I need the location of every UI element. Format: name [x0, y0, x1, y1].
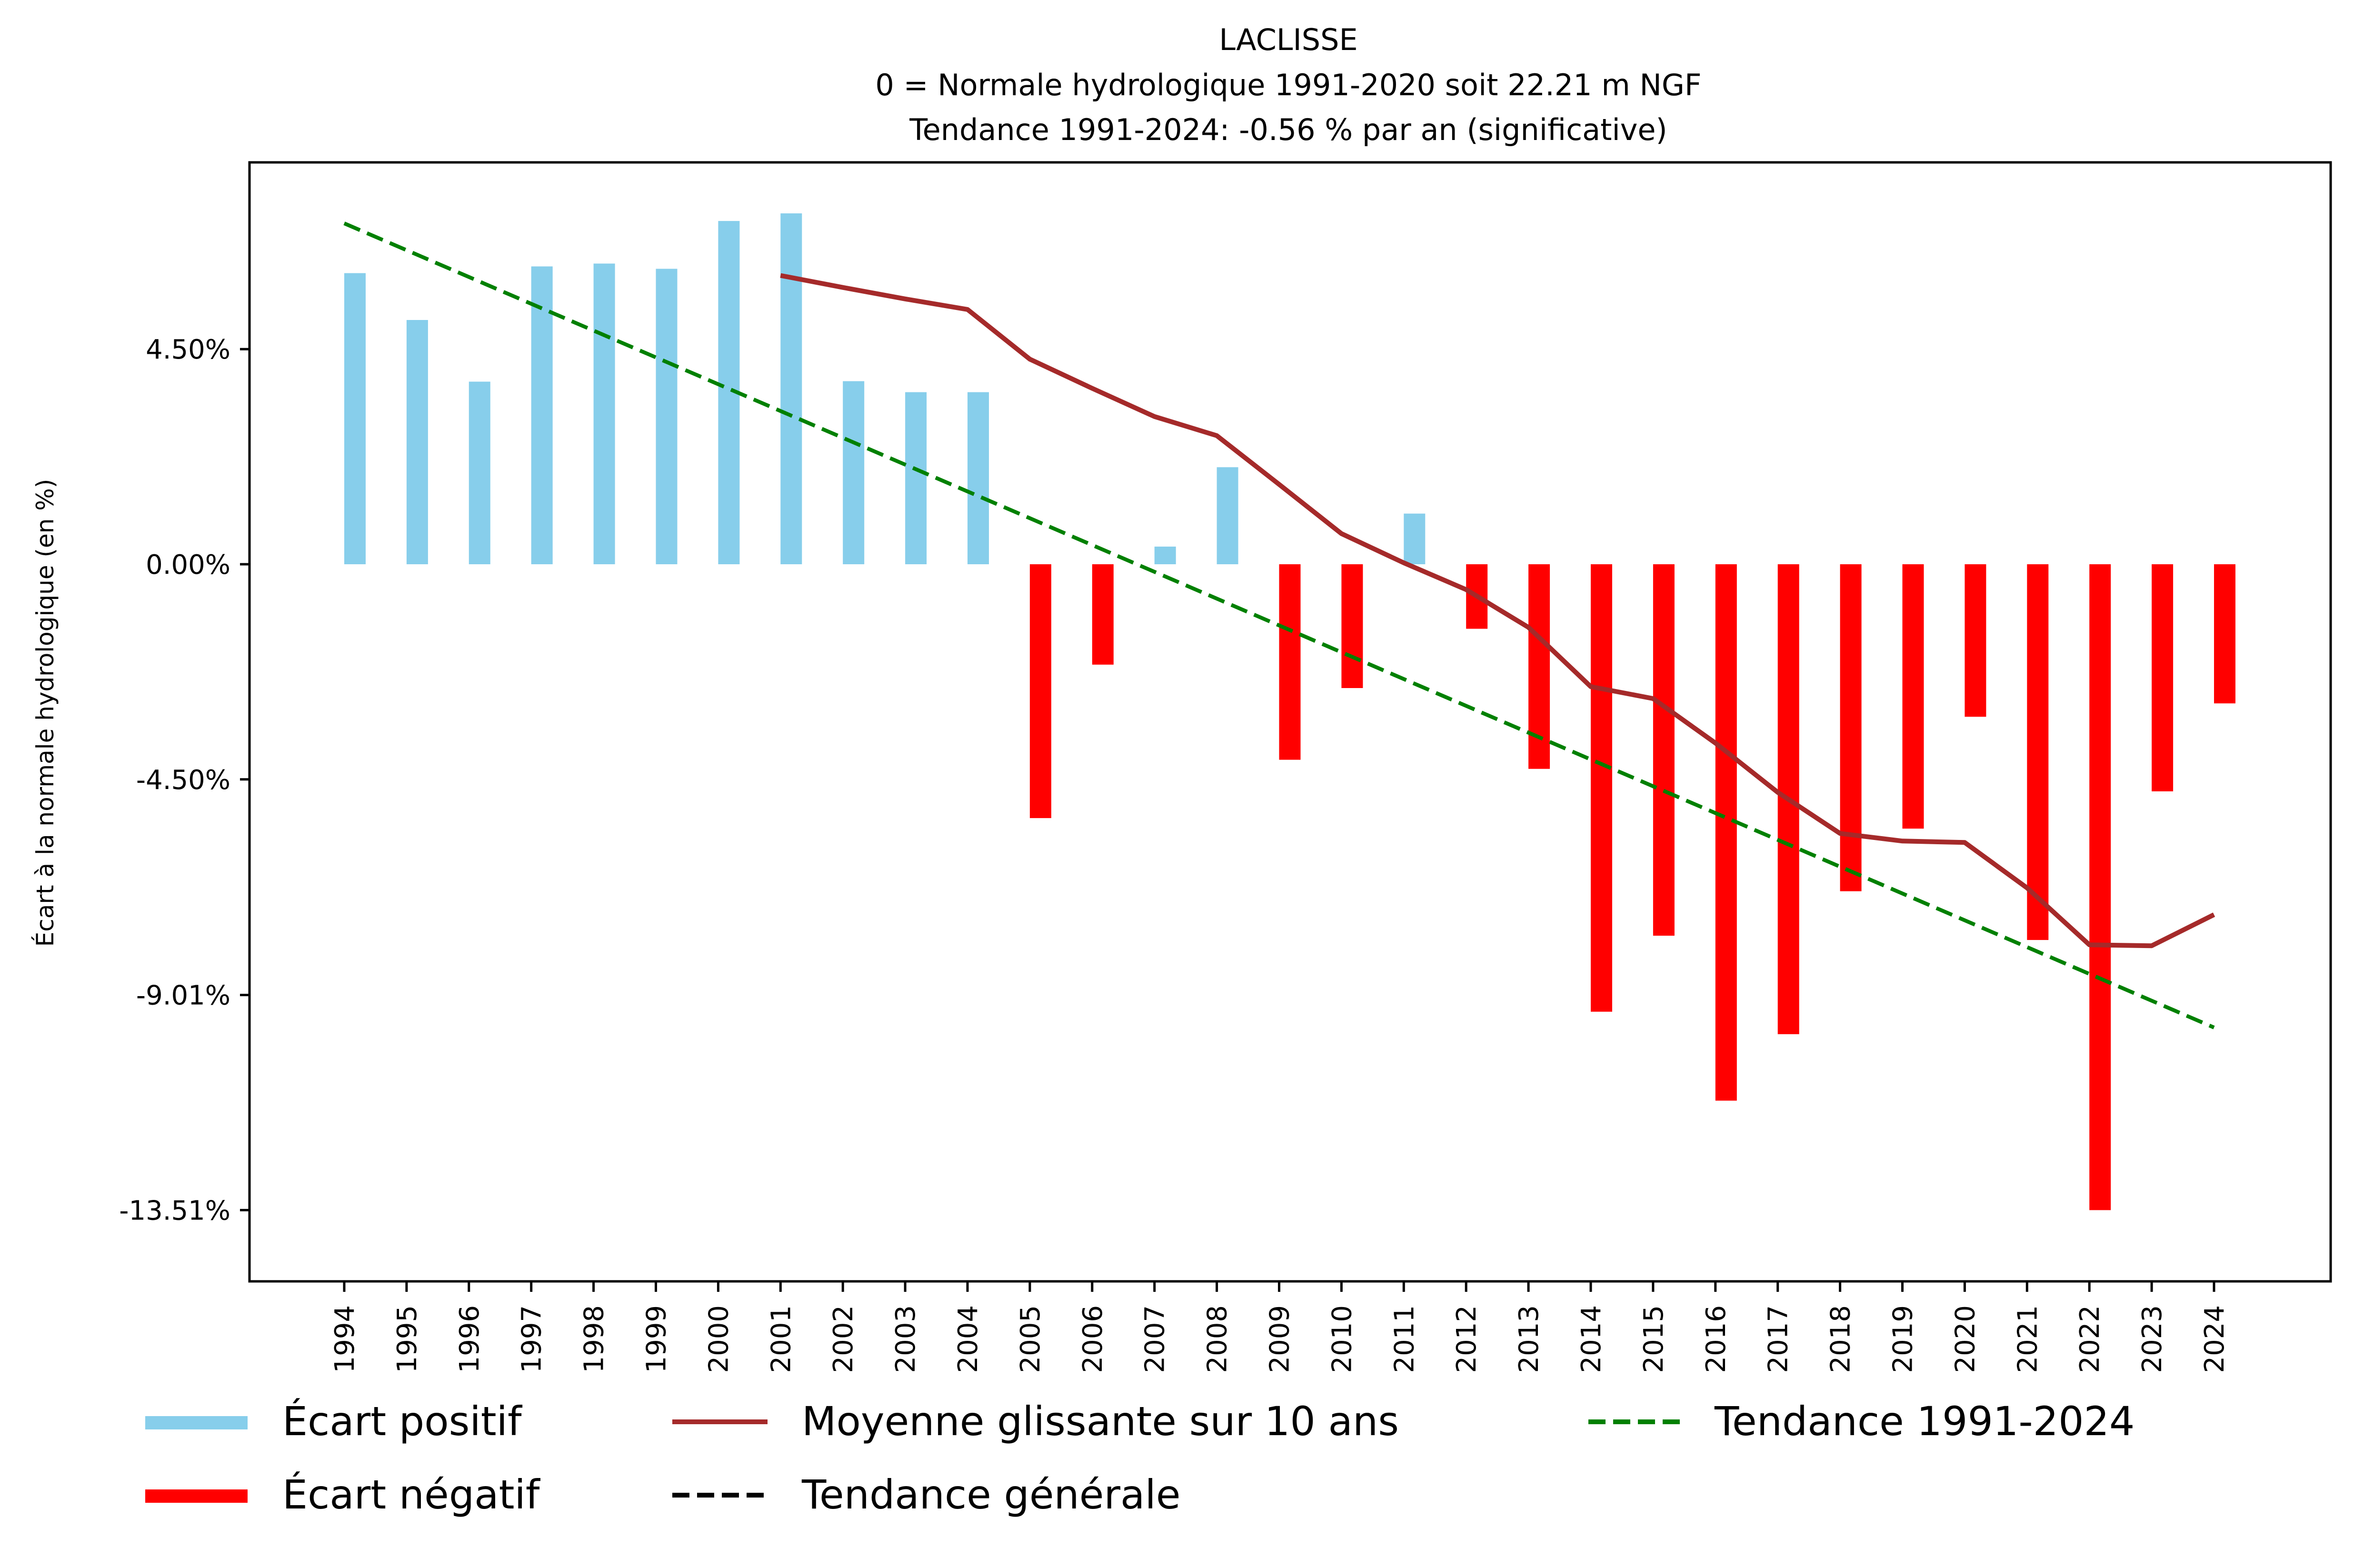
bar-1998-positive [593, 263, 615, 564]
bar-2016-negative [1715, 564, 1737, 1101]
x-tick-label: 2016 [1701, 1305, 1732, 1373]
x-tick-label: 2009 [1265, 1305, 1296, 1373]
bar-2018-negative [1840, 564, 1862, 891]
legend-label: Moyenne glissante sur 10 ans [802, 1398, 1399, 1445]
y-axis-label: Écart à la normale hydrologique (en %) [31, 479, 59, 947]
bar-2023-negative [2152, 564, 2174, 791]
legend-label: Tendance générale [801, 1471, 1181, 1518]
bar-2001-positive [780, 213, 802, 565]
x-tick-label: 2021 [2012, 1305, 2043, 1373]
bar-series [344, 213, 2235, 1210]
x-tick-label: 1997 [517, 1305, 548, 1373]
legend-swatch [145, 1489, 248, 1503]
x-axis-ticks: 1994 1995 1996 1997 1998 1999 2000 2001 2002 2003… [329, 1281, 2230, 1373]
bar-2024-negative [2214, 564, 2235, 704]
y-tick-label: -9.01% [136, 980, 230, 1011]
x-tick-label: 1998 [579, 1305, 610, 1373]
y-axis-ticks: 4.50% 0.00% -4.50% -9.01% -13.51% [119, 334, 249, 1226]
bar-1995-positive [406, 320, 428, 564]
legend-label: Tendance 1991-2024 [1714, 1398, 2135, 1445]
bar-2009-negative [1279, 564, 1301, 760]
x-tick-label: 2024 [2199, 1305, 2230, 1373]
bar-2006-negative [1092, 564, 1114, 665]
x-tick-label: 1994 [329, 1305, 360, 1373]
trend-line-1991-2024 [343, 221, 2215, 1029]
x-tick-label: 1995 [392, 1305, 423, 1373]
x-tick-label: 2022 [2075, 1305, 2105, 1373]
legend: Écart positif Écart négatif Moyenne glissa… [145, 1398, 2135, 1518]
chart-titles: LACLISSE 0 = Normale hydrologique 1991-2… [875, 22, 1701, 147]
x-tick-label: 2012 [1451, 1305, 1482, 1373]
x-tick-label: 1999 [641, 1305, 672, 1373]
y-tick-label: 4.50% [146, 334, 230, 365]
bar-2003-positive [905, 392, 927, 564]
bar-2005-negative [1029, 564, 1051, 819]
x-tick-label: 2002 [828, 1305, 859, 1373]
plot-frame [248, 161, 2332, 1283]
moving-average-line [780, 273, 2215, 949]
bar-1994-positive [344, 273, 366, 564]
bar-1996-positive [469, 381, 490, 564]
bar-2007-positive [1154, 546, 1176, 564]
x-tick-label: 2018 [1825, 1305, 1856, 1373]
x-tick-label: 2004 [953, 1305, 984, 1373]
x-tick-label: 2014 [1576, 1305, 1607, 1373]
x-tick-label: 2005 [1015, 1305, 1046, 1373]
bar-2008-positive [1217, 467, 1238, 564]
bar-2015-negative [1653, 564, 1675, 936]
x-tick-label: 2020 [1950, 1305, 1981, 1373]
legend-swatch [145, 1416, 248, 1429]
bar-2019-negative [1902, 564, 1924, 829]
bar-2014-negative [1591, 564, 1612, 1012]
bar-2021-negative [2027, 564, 2049, 940]
x-tick-label: 2019 [1888, 1305, 1919, 1373]
y-tick-label: 0.00% [146, 549, 230, 580]
bar-1997-positive [531, 266, 553, 564]
x-tick-label: 1996 [454, 1305, 485, 1373]
chart-subtitle-tendance: Tendance 1991-2024: -0.56 % par an (sign… [909, 112, 1667, 147]
legend-label: Écart positif [282, 1398, 523, 1445]
chart-title: LACLISSE [1219, 22, 1357, 57]
x-tick-label: 2015 [1638, 1305, 1669, 1373]
chart-subtitle-normale: 0 = Normale hydrologique 1991-2020 soit … [875, 68, 1701, 102]
bar-2011-positive [1404, 513, 1426, 564]
y-tick-label: -4.50% [136, 765, 230, 796]
bar-2004-positive [968, 392, 989, 564]
x-tick-label: 2000 [703, 1305, 734, 1373]
bar-2020-negative [1965, 564, 1986, 717]
bar-1999-positive [656, 269, 678, 564]
x-tick-label: 2011 [1389, 1305, 1420, 1373]
x-tick-label: 2003 [890, 1305, 921, 1373]
x-tick-label: 2017 [1763, 1305, 1794, 1373]
line-series [343, 221, 2215, 1029]
x-tick-label: 2006 [1077, 1305, 1108, 1373]
x-tick-label: 2010 [1327, 1305, 1357, 1373]
y-tick-label: -13.51% [119, 1195, 230, 1226]
bar-2002-positive [843, 381, 865, 564]
bar-2022-negative [2089, 564, 2111, 1210]
bar-2010-negative [1341, 564, 1363, 688]
x-tick-label: 2023 [2137, 1305, 2168, 1373]
x-tick-label: 2001 [766, 1305, 797, 1373]
x-tick-label: 2008 [1202, 1305, 1233, 1373]
axes [248, 161, 2332, 1283]
x-tick-label: 2007 [1140, 1305, 1171, 1373]
x-tick-label: 2013 [1514, 1305, 1545, 1373]
legend-label: Écart négatif [282, 1471, 541, 1518]
